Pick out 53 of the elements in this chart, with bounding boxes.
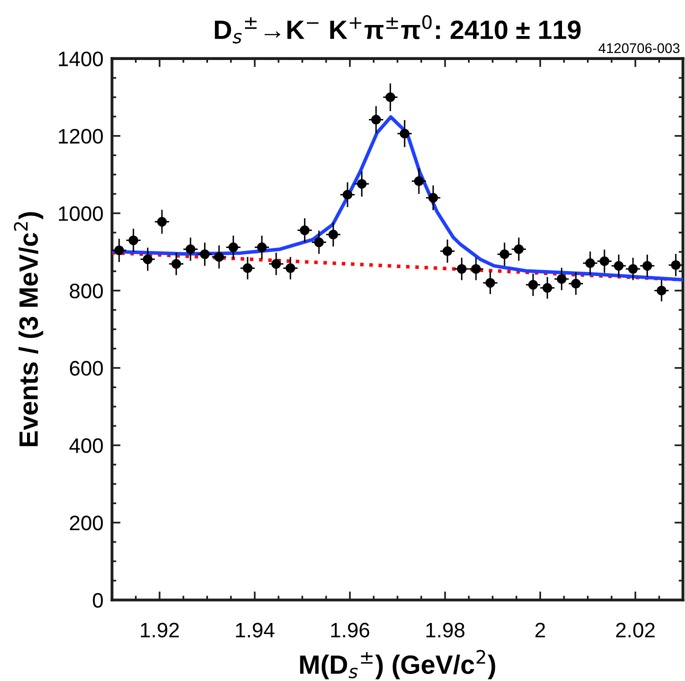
x-axis-title: M(D$_{s}$$^{±}$) (GeV/c$^{2}$) — [300, 650, 496, 680]
point — [214, 252, 224, 262]
y-tick-label: 600 — [70, 360, 103, 376]
point — [600, 256, 610, 266]
line-series — [112, 115, 683, 282]
point — [500, 249, 510, 260]
point — [400, 128, 410, 138]
point — [228, 242, 238, 252]
point — [656, 286, 666, 296]
point — [442, 246, 452, 256]
point — [300, 225, 310, 236]
x-tick-label: 1.94 — [236, 622, 274, 638]
point — [128, 235, 138, 246]
x-tick-label: 1.92 — [140, 622, 179, 638]
point — [485, 278, 496, 288]
point — [342, 190, 352, 200]
point — [571, 278, 581, 288]
point — [471, 264, 481, 274]
point — [257, 242, 267, 252]
y-tick-label: 0 — [92, 592, 103, 608]
point — [356, 179, 367, 189]
y-axis-title: Events / (3 MeV/c$^{2}$) — [14, 212, 44, 446]
y-tick-label: 800 — [70, 284, 103, 298]
point — [385, 92, 396, 102]
point — [114, 246, 124, 256]
point — [171, 259, 182, 269]
point — [314, 237, 324, 248]
y-tick-label: 200 — [70, 516, 103, 530]
point — [528, 280, 538, 290]
x-tick-label: 2 — [535, 622, 545, 638]
point — [186, 244, 196, 254]
point — [414, 176, 424, 186]
x-tick-label: 1.98 — [426, 622, 464, 638]
point — [286, 263, 296, 274]
y-tick-label: 1200 — [58, 128, 103, 144]
point — [328, 230, 338, 240]
point — [142, 254, 153, 264]
chart-title: D$_{s}$$^{±}$→K$^{−}$ K$^{+}$π$^{±}$π$^{0}$: 2410 ± 119 — [214, 15, 581, 44]
y-tick-label: 1400 — [58, 52, 103, 66]
point — [628, 264, 638, 274]
point — [428, 192, 438, 203]
point — [271, 259, 282, 269]
point — [514, 244, 524, 254]
point — [670, 260, 681, 270]
y-tick-label: 1000 — [58, 206, 103, 222]
x-tick-label: 2.02 — [616, 622, 655, 638]
x-tick-label: 1.96 — [331, 622, 370, 638]
point — [556, 274, 566, 284]
point — [157, 216, 167, 227]
y-tick-label: 400 — [69, 438, 103, 454]
point — [371, 114, 381, 125]
text: 4120706-003 — [598, 43, 680, 54]
point — [242, 263, 252, 274]
